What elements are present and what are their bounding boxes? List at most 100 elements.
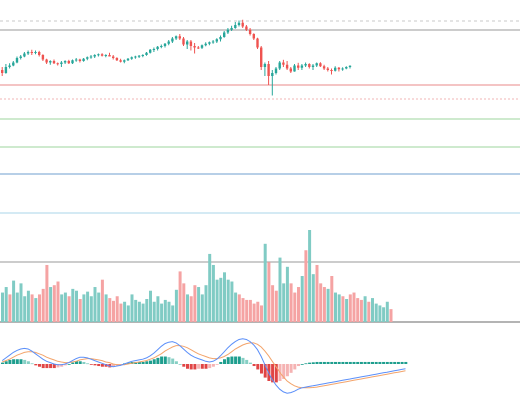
macd-histogram-bar xyxy=(319,361,323,364)
macd-histogram-bar xyxy=(378,361,382,364)
candle-body xyxy=(326,68,329,70)
volume-bar xyxy=(134,299,138,322)
volume-bar xyxy=(248,299,252,322)
volume-bar xyxy=(371,298,374,322)
candle-body xyxy=(223,32,226,37)
volume-bar xyxy=(123,301,127,322)
macd-histogram-bar xyxy=(230,356,234,364)
volume-bar xyxy=(252,303,256,322)
candle-body xyxy=(260,47,263,67)
macd-histogram-bar xyxy=(182,364,186,367)
volume-bar xyxy=(49,287,53,322)
candle-body xyxy=(93,55,96,57)
volume-bar xyxy=(4,287,8,322)
candle-body xyxy=(334,67,337,71)
volume-bar xyxy=(315,264,319,322)
candle-body xyxy=(330,70,333,71)
candle-body xyxy=(19,56,22,58)
volume-bar xyxy=(97,292,101,322)
candle-body xyxy=(208,42,211,44)
volume-bar xyxy=(219,277,223,322)
macd-histogram-bar xyxy=(385,361,389,364)
macd-panel xyxy=(1,338,408,394)
macd-histogram-bar xyxy=(359,361,363,364)
volume-bar xyxy=(23,296,27,322)
volume-bar xyxy=(326,288,330,322)
volume-bar xyxy=(197,287,201,322)
volume-bar xyxy=(297,287,300,322)
macd-histogram-bar xyxy=(45,364,49,369)
macd-histogram-bar xyxy=(186,364,189,369)
reference-lines xyxy=(0,20,520,323)
volume-bar xyxy=(271,285,275,322)
candle-body xyxy=(285,64,289,69)
macd-histogram-bar xyxy=(156,357,160,364)
macd-histogram-bar xyxy=(89,364,93,365)
volume-bar xyxy=(337,294,341,322)
candle-body xyxy=(315,63,318,66)
volume-bar xyxy=(359,299,363,322)
macd-histogram-bar xyxy=(337,361,341,364)
candle-body xyxy=(82,58,85,61)
candle-body xyxy=(145,52,148,55)
volume-bar xyxy=(89,296,93,322)
volume-bar xyxy=(137,301,141,322)
macd-histogram-bar xyxy=(86,363,90,365)
macd-histogram-bar xyxy=(197,364,201,369)
candle-body xyxy=(252,34,255,39)
macd-histogram-bar xyxy=(223,359,226,364)
macd-histogram-bar xyxy=(163,356,167,364)
volume-bar xyxy=(367,301,371,322)
macd-histogram-bar xyxy=(396,361,400,364)
macd-histogram-bar xyxy=(260,364,263,374)
volume-bar xyxy=(282,283,286,322)
volume-bar xyxy=(226,279,230,322)
volume-bar xyxy=(104,294,108,322)
macd-histogram-bar xyxy=(137,361,141,364)
macd-histogram-bar xyxy=(26,361,30,364)
macd-histogram-bar xyxy=(100,364,104,367)
volume-bar xyxy=(274,290,278,322)
volume-bar xyxy=(382,307,386,322)
volume-bar xyxy=(193,285,197,322)
macd-histogram-bar xyxy=(237,356,241,364)
volume-bar xyxy=(163,299,167,322)
volume-bar xyxy=(311,274,315,322)
candle-body xyxy=(319,63,322,67)
macd-histogram-bar xyxy=(293,364,297,370)
candle-body xyxy=(156,46,159,49)
candle-body xyxy=(248,29,252,34)
macd-histogram-bar xyxy=(34,364,38,366)
volume-bar xyxy=(8,294,12,322)
candle-body xyxy=(160,46,163,47)
volume-bar xyxy=(304,250,308,322)
candle-body xyxy=(63,61,67,63)
volume-bar xyxy=(389,309,393,322)
volume-bar xyxy=(285,266,289,322)
volume-bar xyxy=(189,296,193,322)
macd-histogram-bar xyxy=(256,364,260,370)
candle-body xyxy=(271,73,274,76)
macd-histogram-bar xyxy=(171,358,175,364)
candle-body xyxy=(304,64,307,66)
volume-bar xyxy=(245,299,249,322)
volume-bar xyxy=(260,305,263,322)
candle-body xyxy=(12,62,15,66)
candle-body xyxy=(230,28,233,30)
macd-histogram-bar xyxy=(334,361,337,364)
candle-body xyxy=(293,65,296,72)
macd-histogram-bar xyxy=(60,364,64,367)
candle-body xyxy=(52,61,56,64)
macd-histogram-bar xyxy=(49,364,53,369)
volume-bar xyxy=(256,301,260,322)
candlestick-series xyxy=(1,19,352,96)
candle-body xyxy=(15,58,19,63)
candle-body xyxy=(197,47,200,49)
macd-histogram-bar xyxy=(149,360,152,364)
candle-body xyxy=(186,41,189,45)
candle-body xyxy=(289,68,292,72)
volume-bar xyxy=(82,294,86,322)
candle-body xyxy=(67,61,70,64)
